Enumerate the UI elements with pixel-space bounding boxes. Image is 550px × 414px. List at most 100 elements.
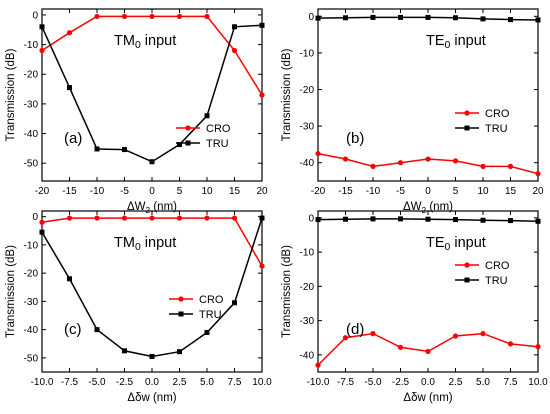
data-point-tru <box>480 16 486 22</box>
data-point-cro <box>176 215 183 221</box>
data-point-tru <box>480 217 486 223</box>
legend-label-cro: CRO <box>199 294 224 306</box>
panel-annotation: TM0 input <box>114 33 176 51</box>
data-point-tru <box>177 142 182 148</box>
y-tick-label: -20 <box>300 282 315 293</box>
y-axis-title: Transmission (dB) <box>5 48 17 141</box>
data-point-cro <box>39 47 45 54</box>
chart-panel-d: -10.0 -7.5 -5.0 -2.5 0.0 2.5 5.0 7.5 10.0 0 -10 -20… <box>281 210 548 404</box>
data-point-cro <box>452 333 459 339</box>
legend: CRO TRU <box>455 260 510 287</box>
data-point-tru <box>398 216 403 222</box>
data-point-cro <box>315 362 321 368</box>
legend-label-tru: TRU <box>485 275 508 287</box>
y-tick-label: -40 <box>24 129 39 140</box>
legend-marker-cro <box>178 296 184 302</box>
panel-label: (a) <box>64 130 82 147</box>
legend-label-tru: TRU <box>206 138 229 150</box>
x-tick-label: 0.0 <box>145 377 159 388</box>
data-point-tru <box>343 15 348 21</box>
panel-label: (b) <box>346 130 364 147</box>
data-point-cro <box>94 13 100 20</box>
data-point-cro <box>397 344 404 350</box>
data-point-cro <box>342 156 349 162</box>
x-tick-label: 20 <box>532 186 544 197</box>
data-point-tru <box>232 300 237 306</box>
x-tick-label: -7.5 <box>337 377 355 388</box>
legend-marker-cro <box>464 262 470 268</box>
legend-label-cro: CRO <box>485 108 510 120</box>
data-point-cro <box>204 215 210 221</box>
x-tick-label: -2.5 <box>392 377 410 388</box>
x-tick-label: -5 <box>120 186 129 197</box>
data-point-tru <box>177 349 182 355</box>
data-point-cro <box>121 13 128 20</box>
x-tick-label: -10.0 <box>307 377 330 388</box>
x-tick-label: -5 <box>396 186 405 197</box>
x-tick-label: 10 <box>201 186 213 197</box>
data-point-tru <box>204 113 210 119</box>
x-tick-label: 15 <box>505 186 517 197</box>
x-tick-label: 5 <box>177 186 183 197</box>
data-point-cro <box>231 47 238 54</box>
y-tick-label: -10 <box>24 40 39 51</box>
x-tick-label: -15 <box>338 186 353 197</box>
panel-annotation: TM0 input <box>114 235 176 253</box>
y-tick-label: -30 <box>300 122 315 133</box>
y-tick-label: -30 <box>300 316 315 327</box>
y-tick-label: -10 <box>24 240 39 251</box>
x-tick-label: -20 <box>311 186 326 197</box>
x-tick-label: 5 <box>453 186 459 197</box>
x-tick-label: 5.0 <box>200 377 214 388</box>
data-point-cro <box>480 163 486 169</box>
data-point-cro <box>176 13 183 20</box>
legend-label-cro: CRO <box>206 123 231 135</box>
data-point-cro <box>204 13 210 20</box>
data-point-cro <box>94 215 100 221</box>
data-point-tru <box>204 329 210 335</box>
y-axis-title: Transmission (dB) <box>5 245 17 338</box>
data-point-cro <box>507 163 514 169</box>
data-point-cro <box>535 171 541 177</box>
data-point-cro <box>66 215 73 221</box>
data-point-tru <box>39 24 45 30</box>
legend-marker-tru <box>464 125 470 131</box>
x-axis-title: Δδw (nm) <box>403 392 452 404</box>
x-tick-label: 10 <box>477 186 489 197</box>
x-tick-label: 7.5 <box>228 377 242 388</box>
y-tick-label: -40 <box>24 325 39 336</box>
x-tick-label: 10.0 <box>252 377 272 388</box>
data-point-cro <box>149 215 155 221</box>
data-point-tru <box>370 216 376 222</box>
panel-label: (c) <box>64 321 82 338</box>
y-axis-title: Transmission (dB) <box>281 48 293 141</box>
data-point-cro <box>370 163 376 169</box>
x-tick-label: -20 <box>35 186 50 197</box>
y-tick-label: -50 <box>24 353 39 364</box>
data-point-tru <box>94 327 100 333</box>
data-point-tru <box>508 218 513 224</box>
y-tick-label: -10 <box>300 48 315 59</box>
data-point-cro <box>452 158 459 164</box>
data-point-tru <box>149 159 155 165</box>
x-tick-label: 10.0 <box>528 377 548 388</box>
legend: CRO TRU <box>176 123 231 150</box>
data-point-tru <box>535 218 541 224</box>
data-point-cro <box>535 344 541 350</box>
data-point-tru <box>122 348 127 354</box>
data-point-tru <box>259 215 265 221</box>
data-point-tru <box>94 146 100 152</box>
legend-marker-cro <box>464 110 470 116</box>
legend-marker-tru <box>178 311 184 317</box>
x-tick-label: 2.5 <box>173 377 187 388</box>
panel-annotation: TE0 input <box>426 33 486 51</box>
y-tick-label: -50 <box>24 159 39 170</box>
x-tick-label: -2.5 <box>116 377 134 388</box>
x-tick-label: 7.5 <box>504 377 518 388</box>
y-tick-label: -30 <box>24 99 39 110</box>
x-tick-label: -15 <box>62 186 77 197</box>
y-tick-label: -40 <box>300 350 315 361</box>
data-point-tru <box>67 276 72 282</box>
